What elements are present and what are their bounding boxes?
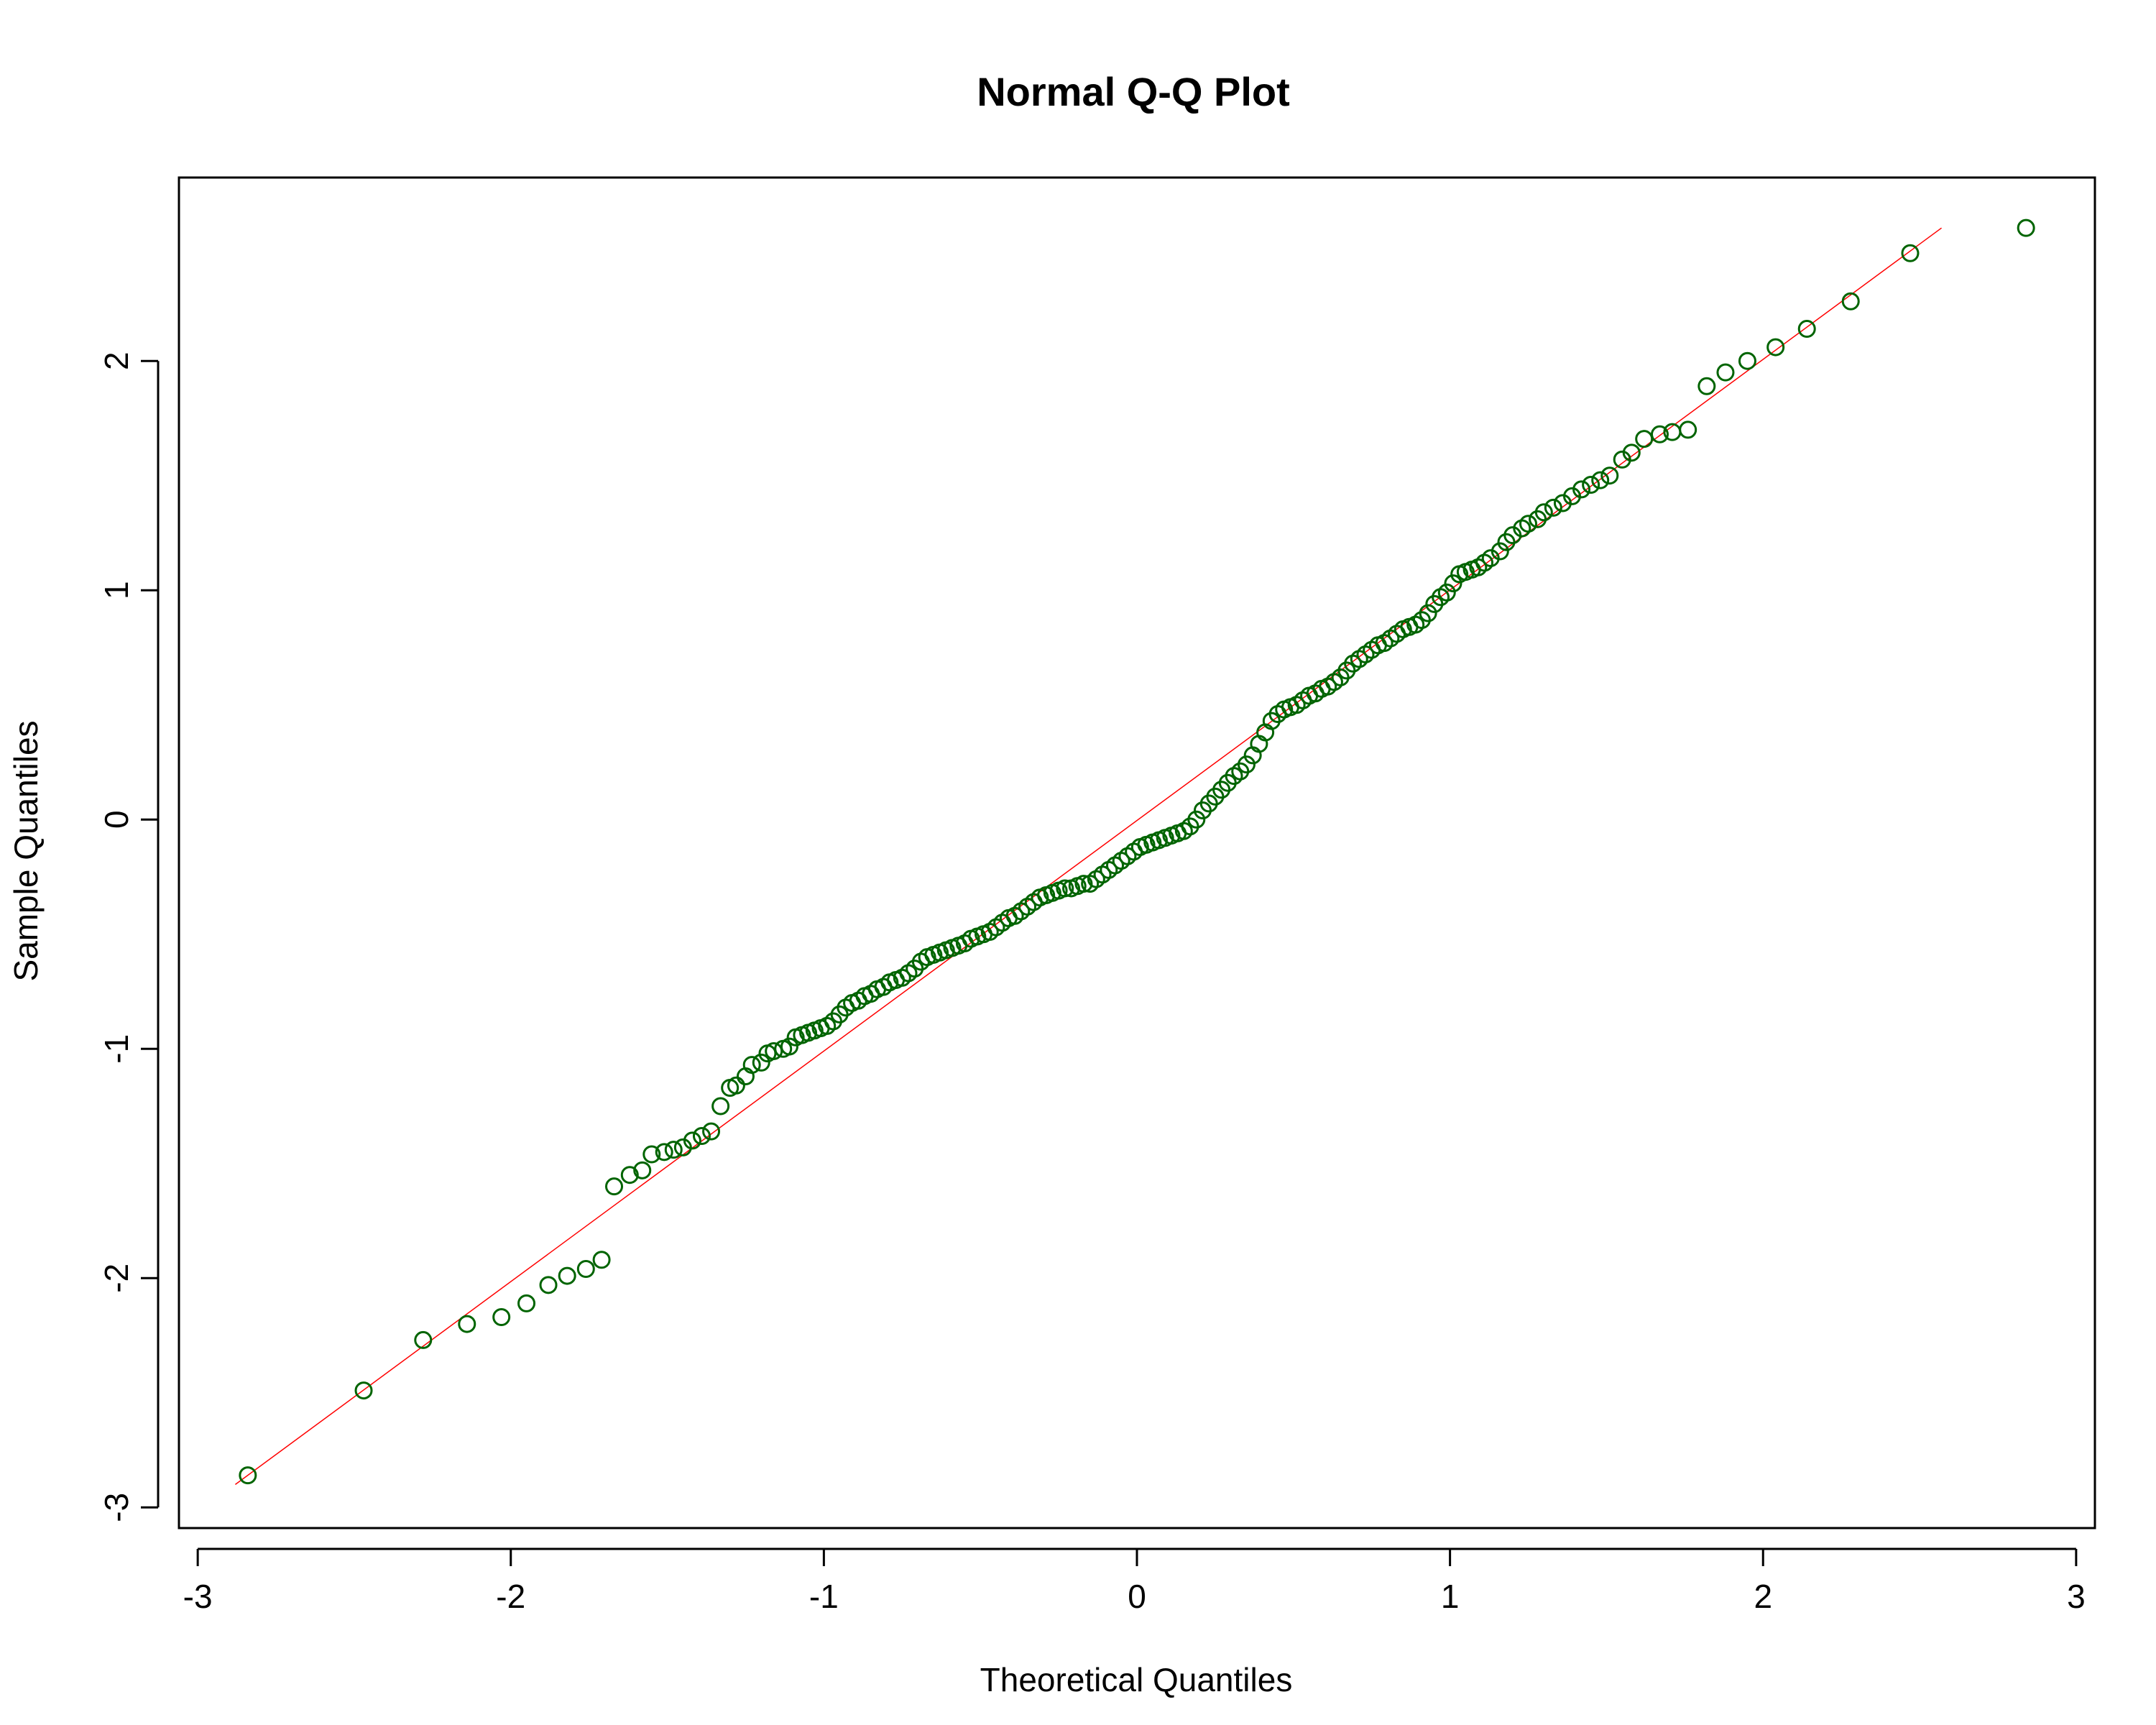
- data-points: [239, 218, 2035, 1485]
- data-point: [727, 1076, 745, 1095]
- y-tick-label: 0: [98, 810, 135, 829]
- x-tick-label: 3: [2067, 1578, 2086, 1615]
- data-point: [683, 1131, 701, 1150]
- y-tick-label: -1: [98, 1034, 135, 1064]
- x-tick-label: -3: [183, 1578, 213, 1615]
- x-axis: -3 -2 -1 0 1 2 3: [183, 1547, 2086, 1615]
- y-tick-label: 2: [98, 351, 135, 370]
- data-point: [492, 1308, 511, 1327]
- data-point: [592, 1251, 611, 1269]
- data-point: [1716, 363, 1735, 382]
- x-tick-label: -1: [809, 1578, 839, 1615]
- y-axis-label: Sample Quantiles: [7, 720, 45, 981]
- data-point: [664, 1141, 683, 1159]
- chart-title: Normal Q-Q Plot: [977, 69, 1290, 114]
- data-point: [711, 1097, 730, 1116]
- reference-line: [234, 227, 1942, 1485]
- data-point: [576, 1260, 595, 1279]
- reference-line-group: [234, 227, 1942, 1485]
- data-point: [765, 1041, 783, 1060]
- x-tick-label: 2: [1754, 1578, 1772, 1615]
- data-point: [633, 1161, 652, 1179]
- data-point: [1237, 755, 1256, 774]
- data-point: [1901, 244, 1920, 262]
- data-point: [1738, 351, 1756, 370]
- data-point: [2017, 218, 2035, 237]
- data-point: [1419, 604, 1437, 622]
- y-axis: -3 -2 -1 0 1 2: [98, 351, 160, 1522]
- data-point: [1697, 377, 1716, 395]
- data-point: [1572, 480, 1591, 499]
- data-point: [1074, 875, 1093, 893]
- data-point: [1600, 466, 1619, 485]
- y-tick-label: 1: [98, 581, 135, 599]
- data-point: [692, 1126, 711, 1145]
- y-tick-label: -2: [98, 1264, 135, 1293]
- data-point: [642, 1145, 661, 1164]
- data-point: [1519, 515, 1538, 533]
- data-point: [620, 1166, 639, 1184]
- data-point: [414, 1330, 433, 1349]
- data-point: [1534, 503, 1553, 522]
- data-point: [517, 1294, 536, 1312]
- x-tick-label: 1: [1441, 1578, 1460, 1615]
- data-point: [1841, 292, 1860, 310]
- data-point: [655, 1143, 673, 1162]
- data-point: [702, 1122, 721, 1141]
- data-point: [539, 1276, 558, 1294]
- data-point: [1444, 574, 1462, 593]
- data-point: [1544, 498, 1562, 517]
- data-point: [1491, 542, 1509, 561]
- data-point: [1582, 475, 1600, 494]
- data-point: [605, 1177, 624, 1196]
- data-point: [742, 1056, 761, 1075]
- data-point: [1622, 443, 1641, 462]
- data-point: [1797, 320, 1816, 339]
- data-point: [1187, 810, 1206, 829]
- data-point: [752, 1053, 770, 1072]
- data-point: [1635, 430, 1654, 448]
- data-point: [558, 1266, 576, 1285]
- data-point: [239, 1466, 257, 1485]
- x-axis-label: Theoretical Quantiles: [980, 1661, 1293, 1698]
- data-point: [780, 1037, 798, 1056]
- data-point: [458, 1315, 476, 1333]
- data-point: [354, 1381, 373, 1400]
- data-point: [1591, 471, 1610, 489]
- data-point: [1766, 338, 1785, 356]
- plot-frame: [178, 176, 2096, 1530]
- data-point: [1679, 420, 1697, 439]
- data-point: [1437, 583, 1456, 602]
- y-tick-label: -3: [98, 1493, 135, 1522]
- data-point: [1650, 425, 1669, 443]
- x-tick-label: -2: [496, 1578, 525, 1615]
- data-point: [1056, 879, 1074, 898]
- x-tick-label: 0: [1128, 1578, 1146, 1615]
